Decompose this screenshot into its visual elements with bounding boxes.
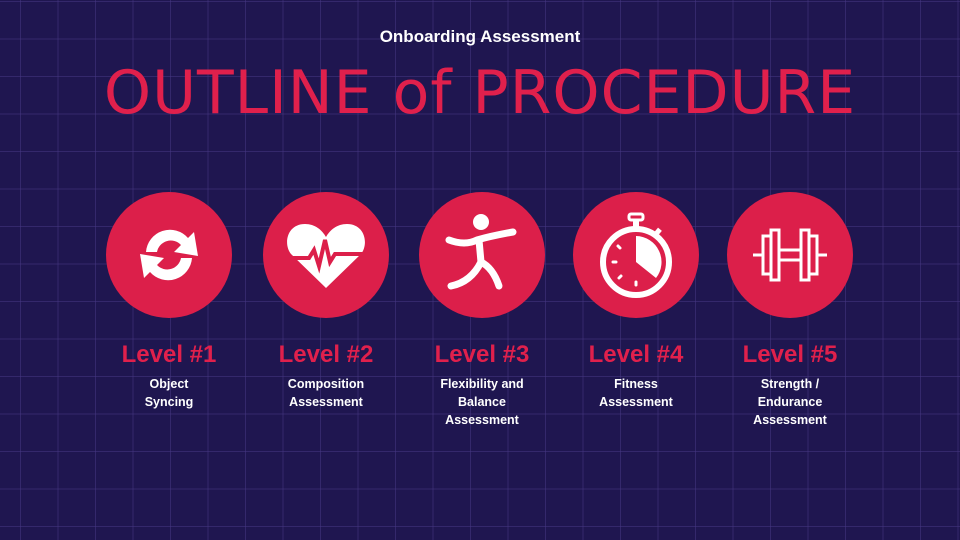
level-5-badge (727, 192, 853, 318)
level-description: Strength / Endurance Assessment (753, 377, 827, 427)
level-description: Object Syncing (144, 377, 194, 409)
level-description: Fitness Assessment (599, 377, 673, 409)
level-label: Level #1 (121, 341, 217, 368)
level-4: Level #4 Fitness Assessment (556, 192, 716, 411)
level-2-badge (263, 192, 389, 318)
level-label: Level #5 (742, 341, 838, 368)
level-1-badge (106, 192, 232, 318)
level-5: Level #5 Strength / Endurance Assessment (710, 192, 870, 429)
level-description: Flexibility and Balance Assessment (440, 377, 524, 427)
subtitle: Onboarding Assessment (379, 27, 581, 46)
page-title: OUTLINE of PROCEDURE (103, 58, 857, 128)
heartbeat-icon (287, 224, 365, 288)
level-label: Level #3 (434, 341, 530, 368)
level-4-badge (573, 192, 699, 318)
level-1: Level #1 Object Syncing (89, 192, 249, 411)
stretching-person-icon (445, 214, 517, 290)
level-3: Level #3 Flexibility and Balance Assessm… (402, 192, 562, 429)
level-2: Level #2 Composition Assessment (246, 192, 406, 411)
sync-icon (140, 229, 198, 281)
dumbbell-icon (753, 228, 827, 282)
stopwatch-icon (600, 212, 672, 298)
level-label: Level #2 (278, 341, 374, 368)
level-description: Composition Assessment (287, 377, 365, 409)
level-3-badge (419, 192, 545, 318)
level-label: Level #4 (588, 341, 684, 368)
